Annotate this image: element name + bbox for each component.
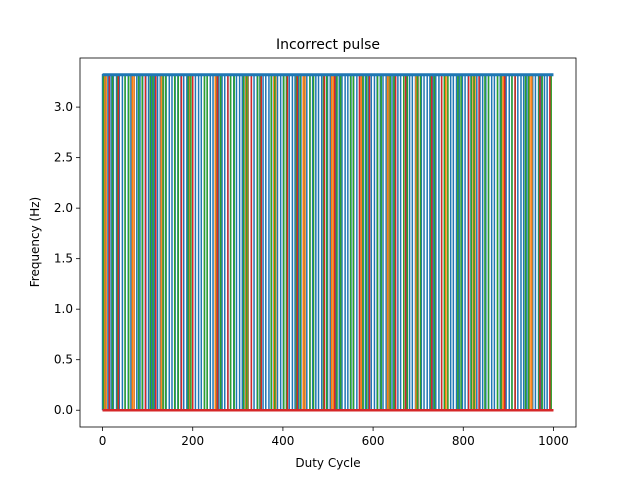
plot-frame <box>79 57 577 428</box>
x-tick-label: 0 <box>99 434 107 448</box>
x-axis-ticks: 0 200 400 600 800 1000 <box>99 427 569 448</box>
y-tick-label: 1.0 <box>54 302 73 316</box>
y-tick-label: 3.0 <box>54 100 73 114</box>
y-tick-label: 0.5 <box>54 353 73 367</box>
x-tick-label: 600 <box>362 434 385 448</box>
series-layer <box>101 73 554 412</box>
y-tick-label: 2.0 <box>54 201 73 215</box>
y-tick-label: 0.0 <box>54 403 73 417</box>
y-axis-label: Frequency (Hz) <box>28 197 42 288</box>
y-axis-ticks: 0.0 0.5 1.0 1.5 2.0 2.5 3.0 <box>54 100 80 417</box>
x-tick-label: 200 <box>181 434 204 448</box>
x-tick-label: 800 <box>452 434 475 448</box>
y-tick-label: 2.5 <box>54 151 73 165</box>
plot-area <box>79 57 577 428</box>
x-tick-label: 1000 <box>538 434 569 448</box>
x-axis-label: Duty Cycle <box>295 456 360 470</box>
x-tick-label: 400 <box>271 434 294 448</box>
y-tick-label: 1.5 <box>54 252 73 266</box>
chart-title: Incorrect pulse <box>276 37 380 53</box>
